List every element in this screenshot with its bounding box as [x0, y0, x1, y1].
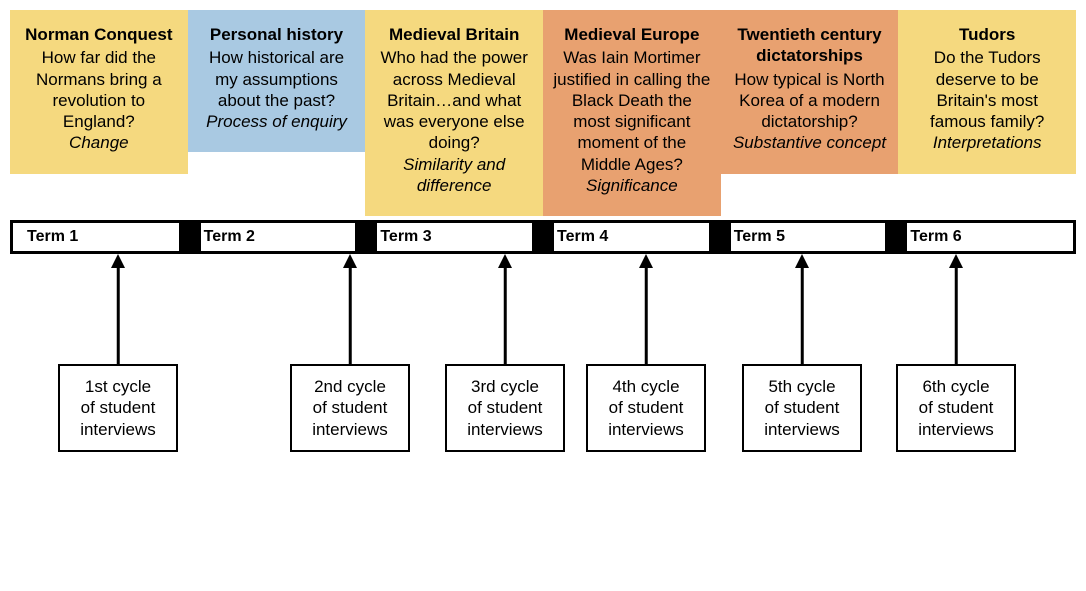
topic-title: Medieval Britain — [375, 24, 533, 45]
topic-card-2: Personal historyHow historical are my as… — [188, 10, 366, 152]
cycle-label-box: 1st cycleof studentinterviews — [58, 364, 178, 452]
interview-cycle-2: 2nd cycleof studentinterviews — [290, 254, 410, 452]
topic-title: Tudors — [908, 24, 1066, 45]
cycle-label-line1: 2nd cycle — [298, 376, 402, 397]
term-label: Term 4 — [543, 228, 608, 246]
cycle-label-line1: 4th cycle — [594, 376, 698, 397]
cycle-label-line3: interviews — [66, 419, 170, 440]
topic-concept: Interpretations — [908, 132, 1066, 153]
topic-concept: Change — [20, 132, 178, 153]
term-segment-1: Term 1 — [13, 223, 190, 251]
topic-card-4: Medieval EuropeWas Iain Mortimer justifi… — [543, 10, 721, 216]
term-label: Term 3 — [366, 228, 431, 246]
topic-title: Medieval Europe — [553, 24, 711, 45]
term-segment-2: Term 2 — [190, 223, 367, 251]
topic-card-3: Medieval BritainWho had the power across… — [365, 10, 543, 216]
cycle-label-line2: of student — [904, 397, 1008, 418]
interview-cycle-1: 1st cycleof studentinterviews — [58, 254, 178, 452]
term-axis: Term 1 Term 2 Term 3 Term 4 Term 5 Term 6 — [10, 220, 1076, 254]
cycle-label-line3: interviews — [594, 419, 698, 440]
interview-cycle-3: 3rd cycleof studentinterviews — [445, 254, 565, 452]
cycle-label-box: 5th cycleof studentinterviews — [742, 364, 862, 452]
interview-cycle-5: 5th cycleof studentinterviews — [742, 254, 862, 452]
cycle-label-line3: interviews — [298, 419, 402, 440]
topic-card-5: Twentieth century dictatorshipsHow typic… — [721, 10, 899, 174]
topic-question: How typical is North Korea of a modern d… — [731, 69, 889, 133]
topic-question: Was Iain Mortimer justified in calling t… — [553, 47, 711, 175]
cycle-label-box: 3rd cycleof studentinterviews — [445, 364, 565, 452]
cycle-label-box: 4th cycleof studentinterviews — [586, 364, 706, 452]
term-segment-3: Term 3 — [366, 223, 543, 251]
topic-question: Do the Tudors deserve to be Britain's mo… — [908, 47, 1066, 132]
topic-title: Norman Conquest — [20, 24, 178, 45]
cycle-label-line2: of student — [750, 397, 854, 418]
topic-concept: Substantive concept — [731, 132, 889, 153]
topic-question: How far did the Normans bring a revoluti… — [20, 47, 178, 132]
term-label: Term 5 — [720, 228, 785, 246]
cycle-label-line2: of student — [594, 397, 698, 418]
topic-concept: Similarity and difference — [375, 154, 533, 197]
term-label: Term 2 — [190, 228, 255, 246]
topic-concept: Significance — [553, 175, 711, 196]
interview-cycle-6: 6th cycleof studentinterviews — [896, 254, 1016, 452]
cycle-label-line1: 1st cycle — [66, 376, 170, 397]
topic-question: Who had the power across Medieval Britai… — [375, 47, 533, 153]
cycle-label-line2: of student — [66, 397, 170, 418]
topic-title: Twentieth century dictatorships — [731, 24, 889, 67]
cycle-label-line1: 6th cycle — [904, 376, 1008, 397]
term-label: Term 6 — [896, 228, 961, 246]
cycle-label-line3: interviews — [750, 419, 854, 440]
interview-cycle-4: 4th cycleof studentinterviews — [586, 254, 706, 452]
cycle-label-line2: of student — [453, 397, 557, 418]
term-label: Term 1 — [13, 228, 78, 246]
cycle-label-line3: interviews — [904, 419, 1008, 440]
term-segment-5: Term 5 — [720, 223, 897, 251]
topic-card-6: TudorsDo the Tudors deserve to be Britai… — [898, 10, 1076, 174]
cycle-label-box: 2nd cycleof studentinterviews — [290, 364, 410, 452]
cycle-label-line2: of student — [298, 397, 402, 418]
topics-row: Norman ConquestHow far did the Normans b… — [10, 10, 1076, 216]
topic-card-1: Norman ConquestHow far did the Normans b… — [10, 10, 188, 174]
topic-concept: Process of enquiry — [198, 111, 356, 132]
term-segment-4: Term 4 — [543, 223, 720, 251]
topic-question: How historical are my assumptions about … — [198, 47, 356, 111]
cycle-label-box: 6th cycleof studentinterviews — [896, 364, 1016, 452]
cycle-label-line1: 3rd cycle — [453, 376, 557, 397]
topic-title: Personal history — [198, 24, 356, 45]
cycle-label-line1: 5th cycle — [750, 376, 854, 397]
term-segment-6: Term 6 — [896, 223, 1073, 251]
cycles-area: 1st cycleof studentinterviews2nd cycleof… — [10, 254, 1076, 484]
cycle-label-line3: interviews — [453, 419, 557, 440]
